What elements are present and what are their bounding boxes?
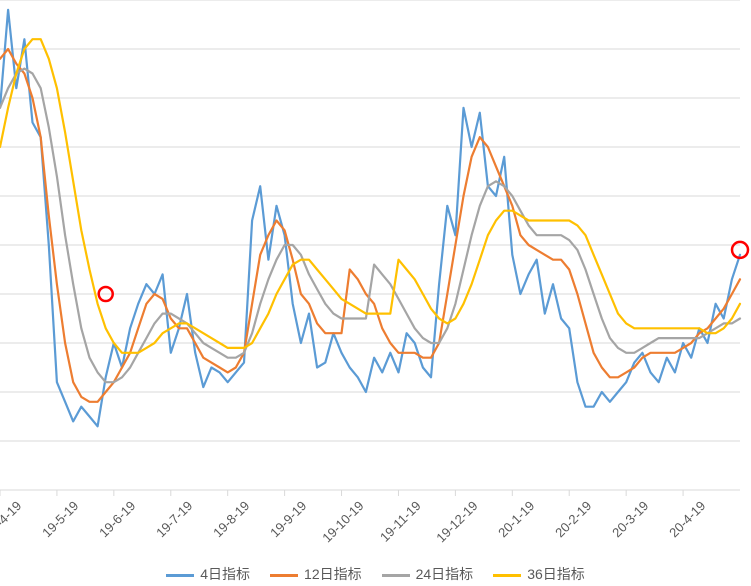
legend-swatch [166,574,194,577]
legend: 4日指标 12日指标 24日指标 36日指标 [0,564,751,584]
legend-item: 12日指标 [270,564,362,584]
legend-swatch [493,574,521,577]
legend-swatch [382,574,410,577]
line-chart: 19-4-1919-5-1919-6-1919-7-1919-8-1919-9-… [0,0,751,586]
legend-swatch [270,574,298,577]
legend-label: 12日指标 [304,566,362,582]
legend-label: 24日指标 [416,566,474,582]
chart-svg [0,0,751,586]
legend-label: 4日指标 [200,566,250,582]
legend-item: 4日指标 [166,564,250,584]
legend-item: 24日指标 [382,564,474,584]
legend-item: 36日指标 [493,564,585,584]
legend-label: 36日指标 [527,566,585,582]
